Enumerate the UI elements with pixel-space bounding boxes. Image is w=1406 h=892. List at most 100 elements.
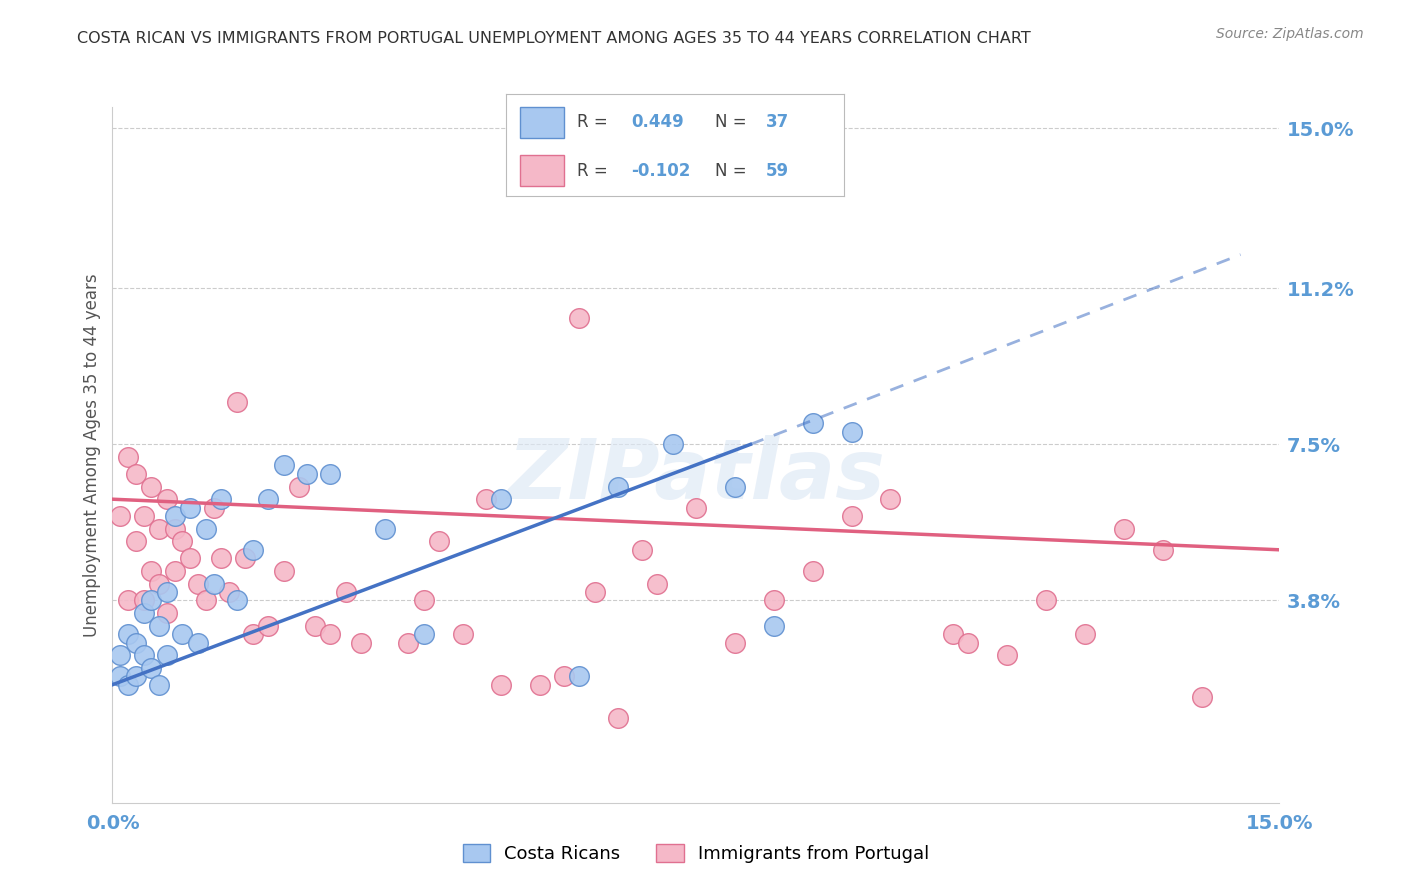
Legend: Costa Ricans, Immigrants from Portugal: Costa Ricans, Immigrants from Portugal (456, 837, 936, 871)
Point (491, 678, 513, 692)
Point (117, 450, 139, 464)
Point (156, 648, 179, 663)
Point (117, 593, 139, 607)
Point (350, 635, 373, 649)
Point (141, 593, 163, 607)
Point (724, 479, 747, 493)
Point (491, 492, 513, 507)
Text: -0.102: -0.102 (631, 161, 690, 179)
Text: 37: 37 (766, 113, 789, 131)
Point (132, 593, 155, 607)
Point (125, 635, 148, 649)
Point (942, 627, 965, 641)
Point (117, 678, 139, 692)
Point (172, 534, 194, 549)
Point (412, 627, 434, 641)
Point (141, 564, 163, 578)
Point (995, 648, 1018, 663)
Text: N =: N = (716, 113, 752, 131)
Point (762, 618, 785, 632)
Text: R =: R = (576, 113, 613, 131)
Point (148, 678, 170, 692)
Point (304, 618, 326, 632)
Point (179, 551, 201, 566)
Point (172, 627, 194, 641)
Text: N =: N = (716, 161, 752, 179)
Point (374, 522, 396, 536)
Point (125, 467, 148, 481)
Point (132, 606, 155, 620)
Point (568, 669, 591, 683)
Point (607, 479, 630, 493)
Point (801, 564, 824, 578)
Point (148, 522, 170, 536)
Point (194, 593, 217, 607)
Text: 59: 59 (766, 161, 789, 179)
Point (117, 627, 139, 641)
Point (110, 509, 132, 524)
Point (529, 678, 551, 692)
Point (685, 500, 707, 515)
Point (724, 635, 747, 649)
Point (319, 467, 342, 481)
Point (163, 564, 186, 578)
Point (396, 635, 419, 649)
Point (163, 522, 186, 536)
Point (630, 542, 652, 557)
Point (218, 585, 240, 599)
FancyBboxPatch shape (520, 155, 564, 186)
Point (762, 593, 785, 607)
Point (661, 437, 683, 451)
Point (273, 458, 295, 473)
Point (841, 509, 863, 524)
Point (841, 425, 863, 439)
Point (451, 627, 474, 641)
Point (209, 551, 232, 566)
Point (427, 534, 450, 549)
Point (412, 593, 434, 607)
Text: R =: R = (576, 161, 613, 179)
Point (132, 509, 155, 524)
Point (607, 711, 630, 725)
Point (242, 627, 264, 641)
Point (1112, 522, 1135, 536)
Point (257, 492, 280, 507)
Point (257, 618, 280, 632)
FancyBboxPatch shape (520, 107, 564, 137)
Point (553, 669, 575, 683)
Point (156, 606, 179, 620)
Point (1074, 627, 1097, 641)
Point (156, 585, 179, 599)
Point (110, 669, 132, 683)
Point (209, 492, 232, 507)
Point (141, 661, 163, 675)
Point (242, 542, 264, 557)
Text: COSTA RICAN VS IMMIGRANTS FROM PORTUGAL UNEMPLOYMENT AMONG AGES 35 TO 44 YEARS C: COSTA RICAN VS IMMIGRANTS FROM PORTUGAL … (77, 31, 1031, 46)
Point (202, 576, 225, 591)
Point (187, 635, 209, 649)
Point (187, 576, 209, 591)
Point (156, 492, 179, 507)
Point (125, 669, 148, 683)
Point (273, 564, 295, 578)
Point (957, 635, 980, 649)
Text: Source: ZipAtlas.com: Source: ZipAtlas.com (1216, 27, 1364, 41)
Point (335, 585, 357, 599)
Point (179, 500, 201, 515)
Point (132, 648, 155, 663)
Point (295, 467, 318, 481)
Point (1035, 593, 1057, 607)
Point (1191, 690, 1213, 705)
Point (568, 310, 591, 325)
Point (125, 534, 148, 549)
Point (141, 479, 163, 493)
Point (288, 479, 311, 493)
Point (583, 585, 606, 599)
Point (879, 492, 901, 507)
Text: ZIPatlas: ZIPatlas (508, 435, 884, 516)
Point (148, 576, 170, 591)
Y-axis label: Unemployment Among Ages 35 to 44 years: Unemployment Among Ages 35 to 44 years (83, 273, 101, 637)
Text: 0.449: 0.449 (631, 113, 683, 131)
Point (233, 551, 256, 566)
Point (202, 500, 225, 515)
